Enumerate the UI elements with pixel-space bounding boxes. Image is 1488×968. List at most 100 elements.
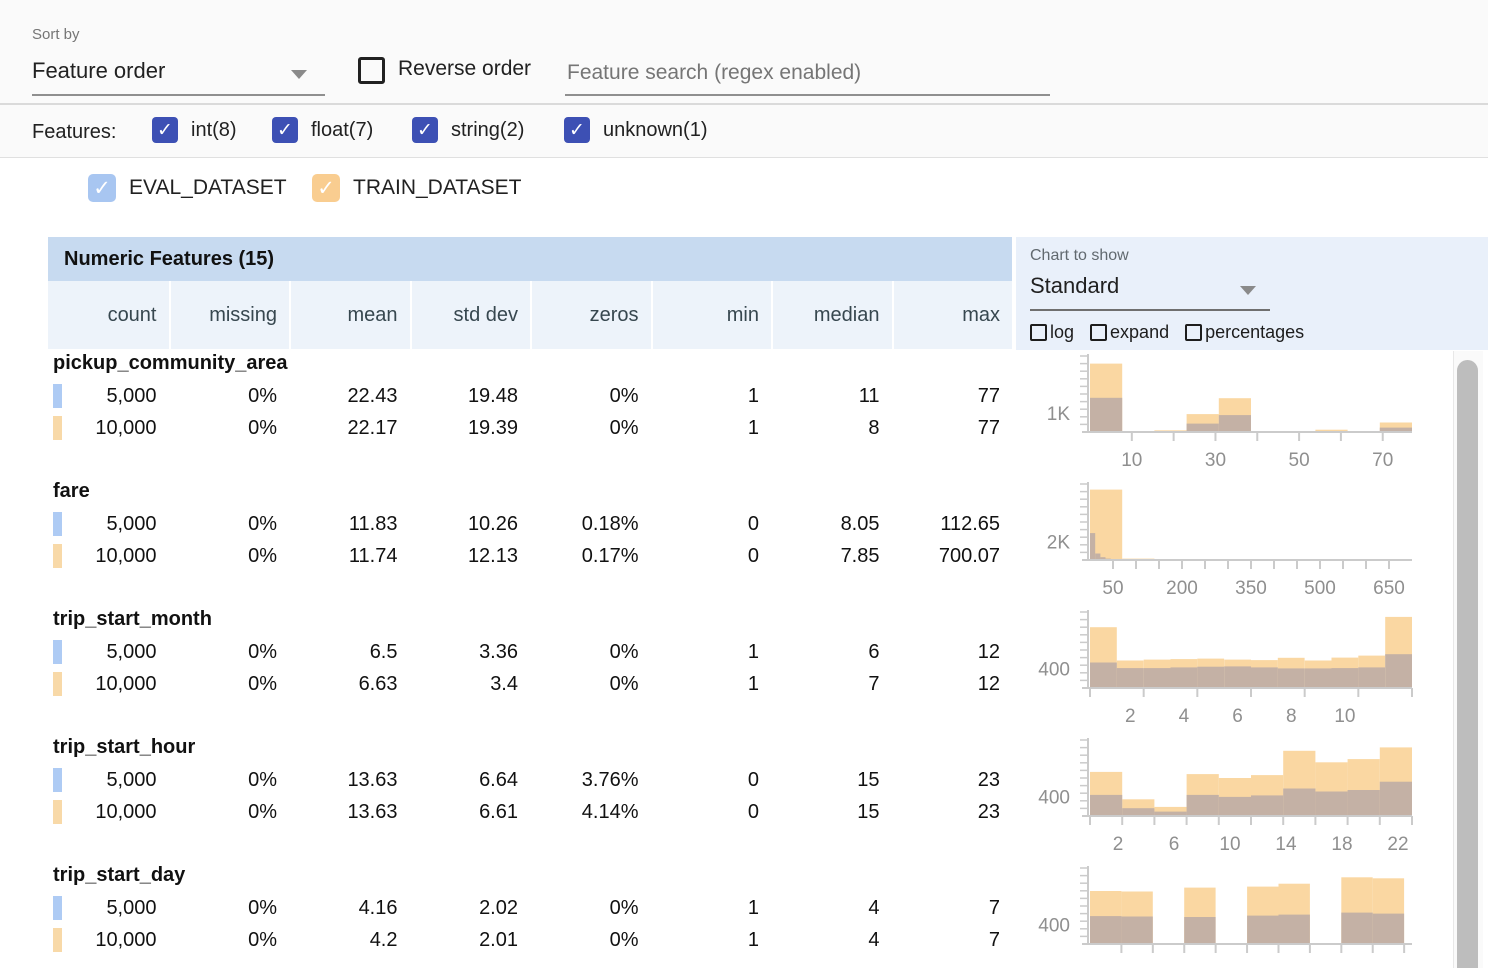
string-checkbox[interactable]: ✓ <box>412 117 438 143</box>
column-zeros: zeros <box>530 281 651 349</box>
svg-text:6: 6 <box>1169 834 1180 855</box>
stat-cell: 5,000 <box>48 769 169 792</box>
stat-cell: 0.17% <box>530 545 651 568</box>
stat-cell: 19.48 <box>410 385 531 408</box>
stats-row-eval: 5,0000%4.162.020%147 <box>48 892 1012 924</box>
stat-cell: 13.63 <box>289 769 410 792</box>
facets-overview: Sort by Feature order Reverse order Feat… <box>0 0 1488 968</box>
stat-cell: 0% <box>169 769 290 792</box>
stat-cell: 0% <box>169 673 290 696</box>
stat-cell: 0% <box>169 641 290 664</box>
svg-text:500: 500 <box>1304 578 1336 599</box>
train-dataset-checkbox[interactable]: ✓ <box>312 174 340 202</box>
sort-by-dropdown[interactable]: Feature order <box>32 54 325 96</box>
stat-cell: 23 <box>892 801 1013 824</box>
stat-cell: 8.05 <box>771 513 892 536</box>
stat-cell: 0% <box>169 385 290 408</box>
stat-cell: 10,000 <box>48 801 169 824</box>
unknown-checkbox[interactable]: ✓ <box>564 117 590 143</box>
stat-cell: 0 <box>651 801 772 824</box>
train-swatch <box>53 416 62 440</box>
feature-search-input[interactable] <box>565 52 1050 96</box>
eval-swatch <box>53 512 62 536</box>
reverse-order-checkbox[interactable] <box>358 57 385 84</box>
feature-type-unknown: ✓ unknown(1) <box>564 117 708 143</box>
legend-train-dataset: ✓ TRAIN_DATASET <box>312 174 521 202</box>
expand-option: expand <box>1090 322 1169 343</box>
stat-cell: 77 <box>892 417 1013 440</box>
feature-group-trip_start_hour: trip_start_hour5,0000%13.636.643.76%0152… <box>48 734 1012 862</box>
stat-cell: 5,000 <box>48 513 169 536</box>
svg-text:1K: 1K <box>1047 404 1071 425</box>
float-checkbox[interactable]: ✓ <box>272 117 298 143</box>
svg-text:70: 70 <box>1372 450 1393 471</box>
histogram-pickup_community_area: 103050701K <box>1020 350 1420 478</box>
svg-text:200: 200 <box>1166 578 1198 599</box>
percentages-label: percentages <box>1205 322 1304 343</box>
legend-eval-dataset: ✓ EVAL_DATASET <box>88 174 287 202</box>
reverse-order-label: Reverse order <box>398 57 531 81</box>
stat-cell: 0% <box>530 641 651 664</box>
svg-text:22: 22 <box>1387 834 1408 855</box>
histogram-trip_start_hour: 2610141822400 <box>1020 734 1420 862</box>
expand-checkbox[interactable] <box>1090 324 1107 341</box>
scrollbar-thumb[interactable] <box>1457 360 1478 968</box>
stat-cell: 10,000 <box>48 673 169 696</box>
stat-cell: 4.2 <box>289 929 410 952</box>
svg-text:18: 18 <box>1331 834 1352 855</box>
log-checkbox[interactable] <box>1030 324 1047 341</box>
stats-row-train: 10,0000%13.636.614.14%01523 <box>48 796 1012 828</box>
stat-cell: 11 <box>771 385 892 408</box>
stats-row-eval: 5,0000%22.4319.480%11177 <box>48 380 1012 412</box>
float-label: float(7) <box>311 119 373 142</box>
eval-swatch <box>53 640 62 664</box>
stat-cell: 11.74 <box>289 545 410 568</box>
svg-text:30: 30 <box>1205 450 1226 471</box>
svg-text:10: 10 <box>1219 834 1240 855</box>
stat-cell: 7 <box>771 673 892 696</box>
stat-cell: 12.13 <box>410 545 531 568</box>
train-swatch <box>53 800 62 824</box>
svg-text:10: 10 <box>1334 706 1355 727</box>
numeric-features-header: Numeric Features (15) <box>48 237 1012 281</box>
stat-cell: 0% <box>169 801 290 824</box>
stat-cell: 10,000 <box>48 545 169 568</box>
stats-row-train: 10,0000%4.22.010%147 <box>48 924 1012 956</box>
stats-column-headers: count missing mean std dev zeros min med… <box>48 281 1012 349</box>
column-max: max <box>892 281 1013 349</box>
feature-name: trip_start_day <box>53 864 185 887</box>
features-label: Features: <box>32 121 116 144</box>
svg-text:6: 6 <box>1232 706 1243 727</box>
stat-cell: 0% <box>530 385 651 408</box>
stat-cell: 7 <box>892 897 1013 920</box>
stat-cell: 1 <box>651 417 772 440</box>
chart-type-dropdown[interactable]: Standard <box>1030 271 1270 311</box>
svg-text:650: 650 <box>1373 578 1405 599</box>
percentages-checkbox[interactable] <box>1185 324 1202 341</box>
stat-cell: 23 <box>892 769 1013 792</box>
svg-text:4: 4 <box>1179 706 1190 727</box>
check-icon: ✓ <box>277 119 293 142</box>
stat-cell: 0% <box>169 929 290 952</box>
column-median: median <box>771 281 892 349</box>
stat-cell: 2.02 <box>410 897 531 920</box>
stat-cell: 1 <box>651 929 772 952</box>
chart-to-show-label: Chart to show <box>1030 247 1129 265</box>
stat-cell: 3.76% <box>530 769 651 792</box>
check-icon: ✓ <box>317 176 335 201</box>
stat-cell: 0.18% <box>530 513 651 536</box>
feature-group-fare: fare5,0000%11.8310.260.18%08.05112.6510,… <box>48 478 1012 606</box>
stat-cell: 2.01 <box>410 929 531 952</box>
chevron-down-icon <box>1240 286 1256 295</box>
column-std-dev: std dev <box>410 281 531 349</box>
stat-cell: 4.16 <box>289 897 410 920</box>
svg-text:400: 400 <box>1038 659 1070 680</box>
stats-row-eval: 5,0000%13.636.643.76%01523 <box>48 764 1012 796</box>
eval-dataset-checkbox[interactable]: ✓ <box>88 174 116 202</box>
stat-cell: 112.65 <box>892 513 1013 536</box>
stat-cell: 5,000 <box>48 641 169 664</box>
percentages-option: percentages <box>1185 322 1304 343</box>
int-checkbox[interactable]: ✓ <box>152 117 178 143</box>
stat-cell: 6.64 <box>410 769 531 792</box>
svg-text:10: 10 <box>1121 450 1142 471</box>
